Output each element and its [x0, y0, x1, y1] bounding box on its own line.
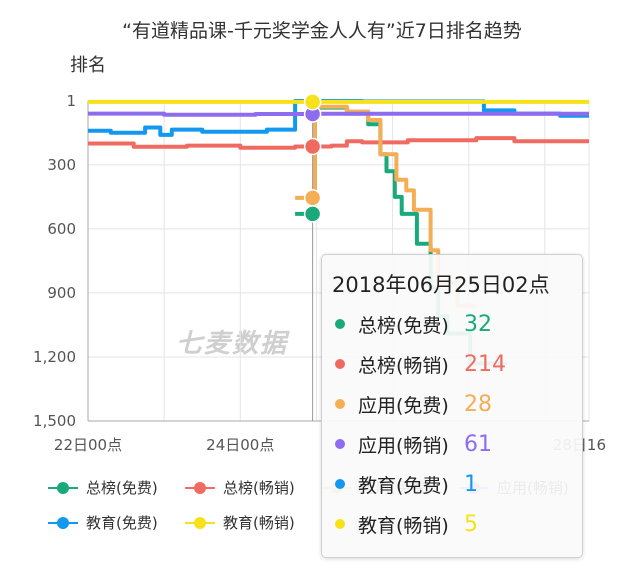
hover-marker	[303, 93, 322, 111]
y-axis-ticks: 1 300 600 900 1,200 1,500	[33, 92, 76, 430]
tooltip-value: 28	[464, 391, 492, 417]
series-line	[88, 99, 589, 137]
tooltip-dot	[335, 319, 345, 329]
legend-item[interactable]: 教育(畅销)	[185, 514, 295, 532]
tooltip-series-name: 总榜(免费)	[358, 314, 449, 337]
y-tick-label: 300	[47, 156, 76, 174]
legend-swatch-dot	[194, 517, 206, 529]
tooltip-value: 32	[464, 311, 492, 337]
legend-item[interactable]: 总榜(畅销)	[185, 479, 295, 497]
legend-label: 教育(免费)	[86, 514, 158, 532]
tooltip-series-name: 教育(免费)	[358, 474, 449, 497]
tooltip-value: 1	[464, 471, 478, 497]
tooltip: 2018年06月25日02点 总榜(免费) 32 总榜(畅销) 214 应用(免费) 28…	[321, 254, 583, 558]
tooltip-row: 应用(畅销) 61	[335, 427, 492, 461]
x-tick-label: 24日00点	[206, 436, 274, 454]
x-tick-label: 22日00点	[54, 436, 122, 454]
legend-item[interactable]: 教育(免费)	[48, 514, 158, 532]
tooltip-value: 5	[464, 511, 478, 537]
tooltip-series-name: 教育(畅销)	[358, 514, 449, 537]
tooltip-series-name: 总榜(畅销)	[358, 354, 449, 377]
tooltip-title: 2018年06月25日02点	[332, 273, 550, 297]
y-tick-label: 1,200	[33, 348, 76, 366]
tooltip-dot	[335, 359, 345, 369]
hover-indicator	[303, 92, 322, 421]
y-tick-label: 1	[66, 92, 76, 110]
tooltip-value: 61	[464, 431, 492, 457]
chart-title: “有道精品课-千元奖学金人人有”近7日排名趋势	[122, 20, 522, 42]
hover-marker	[303, 189, 322, 207]
tooltip-dot	[335, 439, 345, 449]
tooltip-dot	[335, 519, 345, 529]
legend-label: 总榜(免费)	[86, 479, 158, 497]
legend-swatch-dot	[57, 517, 69, 529]
tooltip-series-name: 应用(免费)	[358, 394, 449, 417]
y-tick-label: 1,500	[33, 412, 76, 430]
tooltip-row: 教育(畅销) 5	[335, 507, 478, 541]
legend-swatch-dot	[194, 482, 206, 494]
legend-label: 总榜(畅销)	[223, 479, 295, 497]
legend-item[interactable]: 总榜(免费)	[48, 479, 158, 497]
tooltip-dot	[335, 399, 345, 409]
tooltip-series-name: 应用(畅销)	[358, 434, 449, 457]
series-line	[88, 111, 589, 117]
y-tick-label: 600	[47, 220, 76, 238]
hover-marker	[303, 137, 322, 156]
hover-marker	[303, 205, 322, 223]
y-tick-label: 900	[47, 284, 76, 302]
tooltip-row: 教育(免费) 1	[335, 467, 478, 501]
tooltip-dot	[335, 479, 345, 489]
legend-label: 教育(畅销)	[223, 514, 295, 532]
tooltip-row: 应用(免费) 28	[335, 387, 492, 421]
y-axis-label: 排名	[70, 55, 106, 76]
tooltip-value: 214	[464, 351, 506, 377]
series-line	[88, 136, 589, 150]
tooltip-row: 总榜(畅销) 214	[335, 347, 506, 381]
tooltip-row: 总榜(免费) 32	[335, 307, 492, 341]
legend-swatch-dot	[57, 482, 69, 494]
watermark: 七麦数据	[176, 329, 290, 359]
